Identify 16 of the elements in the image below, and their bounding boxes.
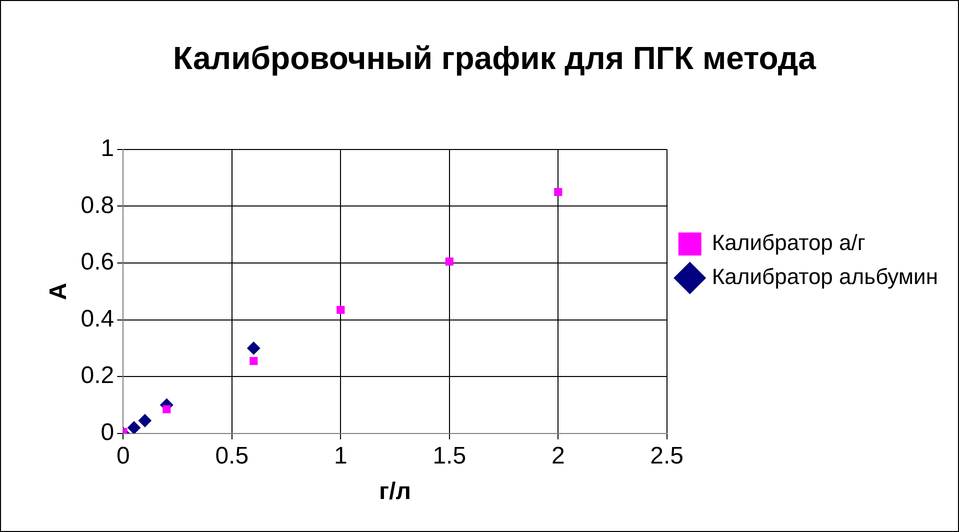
x-tick-label: 1.5 bbox=[432, 442, 466, 470]
y-tick-label: 0.2 bbox=[80, 362, 114, 390]
x-tick-label: 1 bbox=[334, 442, 348, 470]
y-tick-label: 0.8 bbox=[80, 192, 114, 219]
x-tick-label: 0.5 bbox=[215, 442, 249, 470]
legend-label: Калибратор альбумин bbox=[712, 264, 938, 290]
y-tick-label: 0.6 bbox=[80, 248, 114, 276]
y-tick-label: 0 bbox=[100, 419, 114, 446]
x-tick-label: 2 bbox=[551, 442, 565, 470]
y-tick-label: 1 bbox=[100, 135, 114, 162]
x-tick-label: 2.5 bbox=[650, 442, 684, 470]
x-axis-title: г/л bbox=[379, 478, 411, 506]
y-tick-label: 0.4 bbox=[80, 305, 114, 332]
legend-label: Калибратор а/г bbox=[712, 230, 866, 256]
chart-title: Калибровочный график для ПГК метода bbox=[173, 40, 816, 76]
y-axis-title: А bbox=[45, 282, 72, 300]
